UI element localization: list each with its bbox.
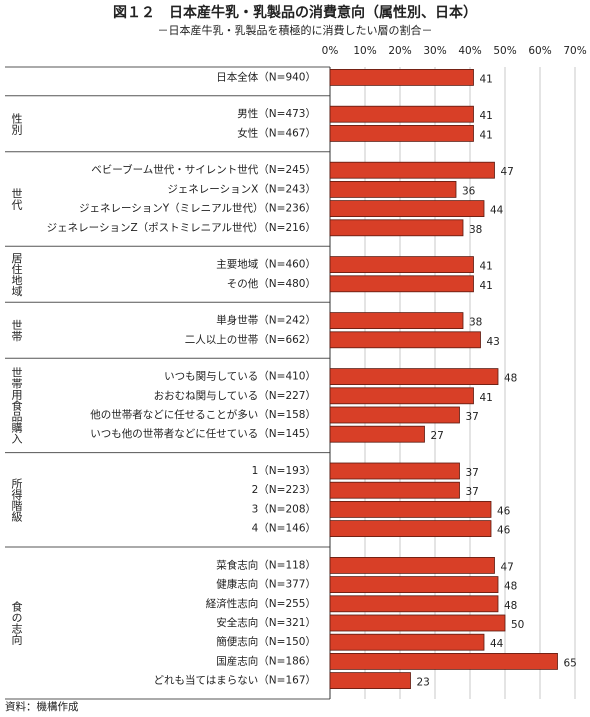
bar — [329, 520, 492, 537]
category-label: 主要地域（N=460） — [216, 258, 316, 271]
category-label: 二人以上の世帯（N=662） — [185, 333, 316, 346]
group-label: 食の志向 — [10, 600, 23, 645]
value-label: 41 — [480, 129, 493, 141]
category-label: 健康志向（N=377） — [216, 578, 316, 591]
category-label: ジェネレーションY（ミレニアル世代）（N=236） — [79, 203, 316, 215]
value-label: 38 — [469, 317, 482, 329]
bar — [329, 368, 499, 386]
bar — [329, 331, 481, 349]
category-label: 女性（N=467） — [237, 126, 316, 139]
bar — [329, 161, 495, 179]
value-label: 38 — [469, 224, 482, 236]
value-label: 37 — [466, 486, 479, 498]
value-label: 48 — [504, 373, 517, 385]
value-label: 65 — [564, 657, 577, 669]
x-tick-label: 70% — [563, 45, 586, 57]
value-label: 41 — [480, 73, 493, 85]
category-label: 4（N=146） — [252, 523, 316, 535]
chart-subtitle: －日本産牛乳・乳製品を積極的に消費したい層の割合－ — [158, 23, 433, 37]
value-label: 46 — [497, 505, 511, 517]
category-label: いつも他の世帯者などに任せている（N=145） — [90, 427, 316, 440]
value-label: 41 — [480, 280, 493, 292]
value-label: 41 — [480, 392, 493, 404]
bar — [329, 653, 558, 670]
value-label: 46 — [497, 525, 511, 537]
bar — [329, 500, 492, 518]
x-tick-label: 60% — [528, 45, 551, 57]
category-label: 国産志向（N=186） — [216, 654, 316, 667]
category-label: 単身世帯（N=242） — [216, 314, 316, 327]
bar — [329, 387, 474, 405]
value-label: 27 — [431, 430, 444, 442]
value-label: 44 — [490, 638, 504, 650]
bar — [329, 576, 499, 593]
group-label: 世帯 — [10, 319, 23, 341]
group-label: 所得階級 — [10, 477, 23, 522]
value-label: 47 — [501, 561, 514, 573]
value-label: 47 — [501, 166, 514, 178]
bar — [329, 180, 457, 198]
bar — [329, 105, 474, 123]
bar — [329, 425, 425, 443]
value-label: 43 — [487, 336, 500, 348]
bar — [329, 275, 474, 293]
bar — [329, 672, 411, 689]
category-label: ジェネレーションX（N=243） — [167, 183, 316, 195]
value-label: 37 — [466, 467, 479, 479]
bar — [329, 481, 460, 499]
category-label: 安全志向（N=321） — [216, 616, 316, 629]
value-label: 37 — [466, 411, 479, 423]
category-label: 他の世帯者などに任せることが多い（N=158） — [90, 408, 316, 421]
x-tick-label: 30% — [423, 45, 446, 57]
value-label: 41 — [480, 110, 493, 122]
category-label: 男性（N=473） — [237, 107, 316, 120]
value-label: 36 — [462, 185, 476, 197]
category-label: いつも関与している（N=410） — [164, 371, 316, 383]
bar — [329, 200, 485, 218]
x-tick-label: 40% — [458, 45, 481, 57]
category-label: 菜食志向（N=118） — [216, 558, 316, 571]
x-tick-label: 50% — [493, 45, 516, 57]
bar — [329, 312, 464, 330]
x-tick-label: 10% — [353, 45, 376, 57]
category-label: 日本全体（N=940） — [216, 70, 316, 83]
bar — [329, 557, 495, 574]
group-label: 性別 — [10, 111, 23, 135]
value-label: 41 — [480, 261, 493, 273]
value-label: 23 — [417, 677, 430, 689]
x-tick-label: 20% — [388, 45, 411, 57]
group-label: 世代 — [10, 188, 23, 211]
value-label: 48 — [504, 600, 517, 612]
bar — [329, 406, 460, 424]
category-label: ベビーブーム世代・サイレント世代（N=245） — [91, 163, 316, 176]
category-label: おおむね関与している（N=227） — [154, 390, 316, 402]
value-label: 50 — [511, 619, 524, 631]
bar — [329, 633, 485, 651]
bar — [329, 69, 474, 86]
bar — [329, 125, 474, 142]
value-label: 48 — [504, 581, 517, 593]
group-label: 居住地域 — [10, 252, 23, 296]
source-note: 資料：機構作成 — [5, 700, 79, 713]
category-label: 2（N=223） — [252, 484, 316, 496]
category-label: 経済性志向（N=255） — [206, 597, 316, 610]
bar — [329, 462, 460, 480]
bar — [329, 614, 506, 632]
x-tick-label: 0% — [322, 45, 339, 57]
bar — [329, 219, 464, 237]
value-label: 44 — [490, 205, 504, 217]
bar — [329, 595, 499, 613]
category-label: 1（N=193） — [252, 465, 316, 477]
category-label: 簡便志向（N=150） — [216, 635, 316, 648]
category-label: ジェネレーションZ（ポストミレニアル世代）（N=216） — [47, 222, 316, 234]
category-label: どれも当てはまらない（N=167） — [154, 674, 316, 687]
chart-title: 図１２ 日本産牛乳・乳製品の消費意向（属性別、日本） — [113, 4, 477, 21]
category-label: その他（N=480） — [227, 277, 316, 290]
bar — [329, 256, 474, 274]
category-label: 3（N=208） — [252, 503, 316, 515]
group-label: 世帯用食品購入 — [10, 367, 23, 444]
